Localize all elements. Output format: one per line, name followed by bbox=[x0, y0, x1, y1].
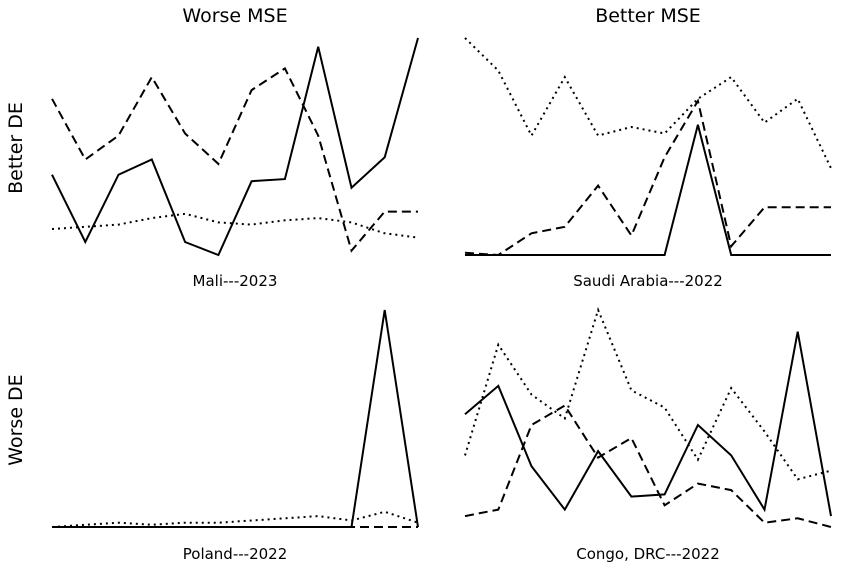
panel-label-poland: Poland---2022 bbox=[183, 545, 288, 563]
series-line-dashed-mali bbox=[51, 66, 418, 253]
panel-poland bbox=[51, 309, 419, 528]
panel-label-saudi-arabia: Saudi Arabia---2022 bbox=[573, 272, 723, 290]
series-line-solid-congo-drc bbox=[464, 331, 832, 517]
series-line-dotted-mali bbox=[51, 212, 419, 239]
column-title-better-mse: Better MSE bbox=[595, 5, 701, 27]
panel-congo-drc bbox=[464, 307, 832, 528]
panel-saudi-arabia bbox=[464, 37, 832, 257]
series-line-dotted-saudi-arabia bbox=[464, 37, 832, 169]
series-line-solid-saudi-arabia bbox=[465, 124, 831, 256]
series-line-solid-poland bbox=[52, 309, 419, 528]
row-title-better-de: Better DE bbox=[5, 102, 27, 194]
series-line-solid-mali bbox=[51, 37, 419, 257]
series-line-dotted-poland bbox=[51, 510, 419, 528]
row-title-worse-de: Worse DE bbox=[5, 374, 27, 465]
series-line-dotted-congo-drc bbox=[464, 307, 832, 481]
panel-label-mali: Mali---2023 bbox=[193, 272, 278, 290]
series-line-dashed-saudi-arabia bbox=[464, 98, 831, 257]
series-line-dashed-congo-drc bbox=[464, 404, 832, 528]
column-title-worse-mse: Worse MSE bbox=[182, 5, 287, 27]
panel-label-congo-drc: Congo, DRC---2022 bbox=[576, 545, 720, 563]
panel-mali bbox=[51, 37, 419, 257]
